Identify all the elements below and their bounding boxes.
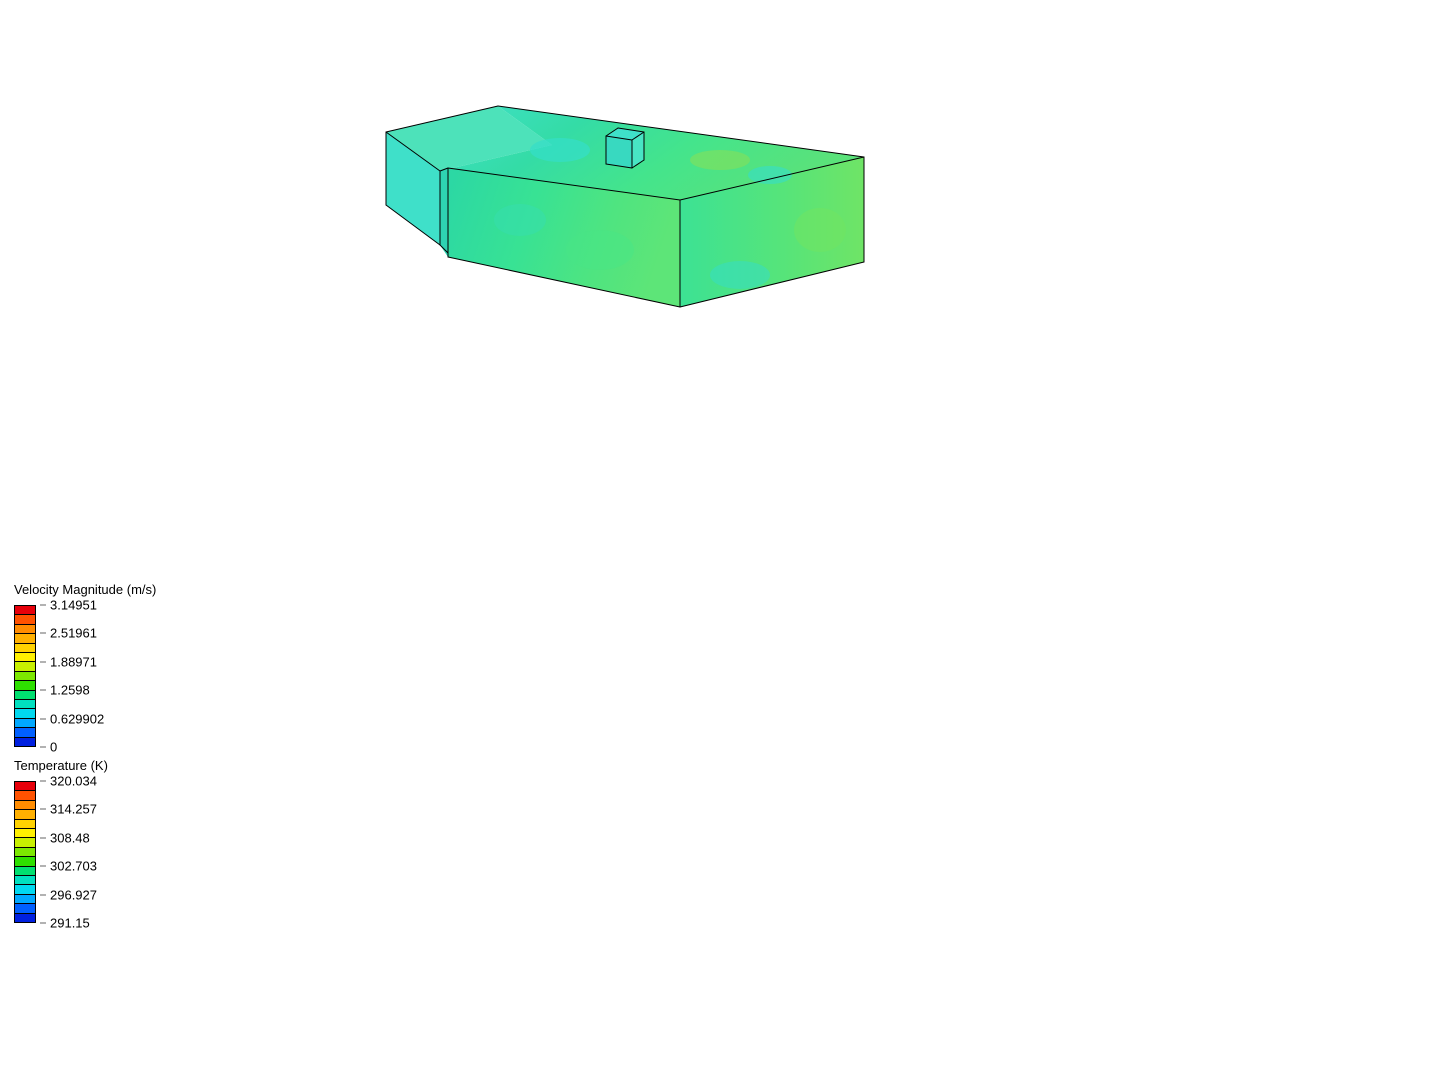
color-segment (14, 625, 36, 634)
tick-mark (40, 718, 46, 719)
color-segment (14, 681, 36, 690)
color-segment (14, 615, 36, 624)
tick-label: 308.48 (50, 830, 90, 845)
model-faces (386, 106, 864, 307)
tick-label: 0.629902 (50, 711, 104, 726)
tick-mark (40, 837, 46, 838)
legend-tick: 2.51961 (40, 626, 97, 641)
legend-tick: 0.629902 (40, 711, 104, 726)
color-segment (14, 709, 36, 718)
color-segment (14, 719, 36, 728)
legend-tick: 302.703 (40, 859, 97, 874)
legend-tick: 1.2598 (40, 683, 90, 698)
color-segment (14, 738, 36, 747)
color-segment (14, 895, 36, 904)
tick-label: 3.14951 (50, 598, 97, 613)
legend-tick: 296.927 (40, 887, 97, 902)
color-segment (14, 634, 36, 643)
color-segment (14, 781, 36, 791)
simulation-3d-model (0, 0, 1440, 1080)
viewport: Velocity Magnitude (m/s)3.14951 2.51961 1.… (0, 0, 1440, 1080)
color-segment (14, 848, 36, 857)
tick-label: 302.703 (50, 859, 97, 874)
tick-mark (40, 633, 46, 634)
legend-velocity-title: Velocity Magnitude (m/s) (14, 582, 156, 597)
tick-label: 0 (50, 740, 57, 755)
color-segment (14, 791, 36, 800)
color-segment (14, 672, 36, 681)
tick-mark (40, 894, 46, 895)
color-segment (14, 810, 36, 819)
tick-mark (40, 747, 46, 748)
color-segment (14, 820, 36, 829)
legend-tick: 314.257 (40, 802, 97, 817)
legend-temperature-ticks: 320.034314.257308.48302.703296.927291.15 (40, 781, 130, 923)
color-segment (14, 829, 36, 838)
color-segment (14, 885, 36, 894)
color-segment (14, 605, 36, 615)
color-segment (14, 801, 36, 810)
legend-tick: 1.88971 (40, 654, 97, 669)
legend-tick: 291.15 (40, 916, 90, 931)
legend-tick: 308.48 (40, 830, 90, 845)
legend-velocity: Velocity Magnitude (m/s)3.14951 2.51961 1.… (14, 582, 156, 747)
tick-mark (40, 661, 46, 662)
tick-label: 1.88971 (50, 654, 97, 669)
legend-tick: 0 (40, 740, 57, 755)
color-segment (14, 857, 36, 866)
color-segment (14, 644, 36, 653)
legend-tick: 320.034 (40, 774, 97, 789)
color-segment (14, 653, 36, 662)
tick-label: 291.15 (50, 916, 90, 931)
tick-label: 314.257 (50, 802, 97, 817)
color-segment (14, 691, 36, 700)
color-segment (14, 728, 36, 737)
tick-label: 296.927 (50, 887, 97, 902)
legend-temperature: Temperature (K)320.034 314.257 308.48 302.7… (14, 758, 130, 923)
color-segment (14, 700, 36, 709)
tick-label: 2.51961 (50, 626, 97, 641)
legend-velocity-ticks: 3.149512.519611.889711.25980.6299020 (40, 605, 130, 747)
tick-mark (40, 866, 46, 867)
color-segment (14, 904, 36, 913)
legend-temperature-colorbar (14, 781, 36, 923)
tick-mark (40, 690, 46, 691)
color-segment (14, 838, 36, 847)
tick-label: 1.2598 (50, 683, 90, 698)
color-segment (14, 662, 36, 671)
tick-mark (40, 809, 46, 810)
legend-velocity-colorbar (14, 605, 36, 747)
color-segment (14, 867, 36, 876)
color-segment (14, 876, 36, 885)
tick-mark (40, 605, 46, 606)
tick-mark (40, 923, 46, 924)
legend-velocity-body: 3.149512.519611.889711.25980.6299020 (14, 605, 156, 747)
legend-temperature-title: Temperature (K) (14, 758, 130, 773)
tick-mark (40, 781, 46, 782)
tick-label: 320.034 (50, 774, 97, 789)
legend-temperature-body: 320.034314.257308.48302.703296.927291.15 (14, 781, 130, 923)
color-segment (14, 914, 36, 923)
legend-tick: 3.14951 (40, 598, 97, 613)
